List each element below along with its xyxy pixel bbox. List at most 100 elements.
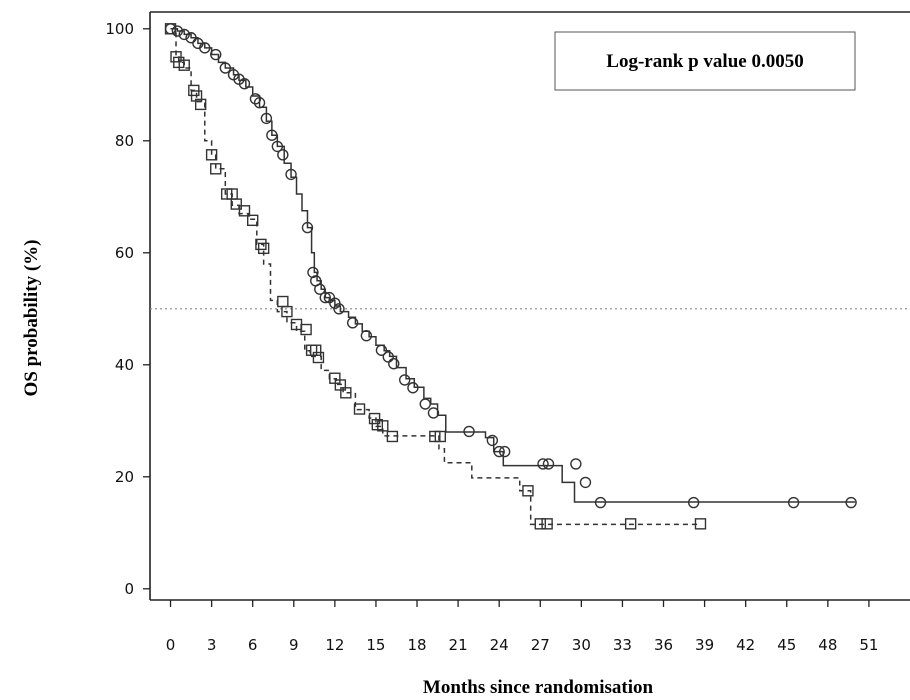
x-tick-label: 51 bbox=[859, 636, 878, 654]
series-1-point bbox=[178, 28, 190, 41]
x-tick-label: 21 bbox=[449, 636, 468, 654]
logrank-annotation: Log-rank p value 0.0050 bbox=[606, 51, 803, 72]
series-2-point bbox=[277, 295, 289, 308]
x-tick-label: 6 bbox=[248, 636, 258, 654]
series-1-point bbox=[210, 48, 222, 61]
series-1-point bbox=[253, 97, 266, 109]
series-group bbox=[164, 23, 857, 530]
series-2-point bbox=[541, 518, 553, 530]
x-tick-label: 42 bbox=[736, 636, 755, 654]
series-1-point bbox=[260, 112, 273, 125]
series-2-point bbox=[377, 420, 389, 432]
series-2-point bbox=[340, 387, 352, 399]
x-tick-label: 0 bbox=[166, 636, 176, 654]
series-1-point bbox=[399, 374, 411, 386]
series-1-point bbox=[687, 496, 700, 509]
annotation-frame bbox=[554, 31, 856, 91]
series-1-point bbox=[407, 382, 419, 394]
series-2-point bbox=[247, 214, 259, 227]
x-tick-label: 24 bbox=[490, 636, 509, 654]
series-1-point bbox=[382, 351, 394, 363]
series-1-point bbox=[388, 357, 400, 370]
series-1-point bbox=[249, 93, 262, 105]
x-tick-label: 36 bbox=[654, 636, 673, 654]
y-axis-title: OS probability (%) bbox=[21, 240, 42, 397]
series-1-point bbox=[537, 458, 549, 470]
series-1-point bbox=[570, 458, 582, 470]
series-2-point bbox=[257, 242, 270, 255]
series-1-point bbox=[238, 77, 251, 90]
series-2-point bbox=[194, 98, 207, 111]
series-1-point bbox=[314, 283, 326, 295]
series-1-point bbox=[271, 140, 284, 153]
series-2-point bbox=[309, 344, 322, 356]
series-1-point bbox=[266, 129, 278, 141]
series-2-point bbox=[230, 198, 242, 210]
x-tick-label: 12 bbox=[325, 636, 344, 654]
series-1-point bbox=[301, 221, 314, 234]
series-1-line bbox=[170, 28, 856, 503]
series-1-point bbox=[277, 149, 289, 161]
series-1-point bbox=[319, 291, 331, 304]
series-1-point bbox=[463, 425, 475, 438]
series-2-point bbox=[522, 485, 534, 497]
x-tick-label: 3 bbox=[207, 636, 217, 654]
x-tick-label: 18 bbox=[407, 636, 426, 654]
x-tick-label: 15 bbox=[366, 636, 385, 654]
plot-area bbox=[149, 11, 910, 601]
series-2-point bbox=[534, 518, 546, 530]
series-1-point bbox=[346, 317, 359, 329]
series-2-point bbox=[190, 90, 203, 102]
series-1-point bbox=[579, 476, 592, 489]
series-2-line bbox=[170, 28, 698, 526]
x-tick-label: 30 bbox=[572, 636, 591, 654]
series-1-point bbox=[427, 407, 440, 419]
y-tick-label: 20 bbox=[115, 468, 134, 486]
series-2-point bbox=[353, 403, 366, 415]
series-1-point bbox=[845, 496, 857, 509]
series-1-point bbox=[594, 496, 607, 509]
series-2-point bbox=[368, 412, 381, 425]
x-axis-title: Months since randomisation bbox=[423, 677, 654, 698]
y-tick-label: 0 bbox=[124, 580, 134, 598]
annotation-box: Log-rank p value 0.0050 bbox=[554, 31, 856, 91]
y-tick-label: 100 bbox=[105, 20, 134, 38]
series-1-point bbox=[333, 303, 345, 315]
series-2-point bbox=[624, 518, 637, 530]
series-2-point bbox=[694, 518, 707, 530]
series-1-point bbox=[360, 329, 373, 342]
x-tick-label: 39 bbox=[695, 636, 714, 654]
series-1-point bbox=[787, 496, 800, 509]
series-1-point bbox=[199, 42, 211, 54]
y-tick-label: 60 bbox=[115, 244, 134, 262]
series-1-point bbox=[375, 344, 388, 356]
series-2-point bbox=[386, 430, 399, 443]
x-tick-group: 0 3 6 9 12 15 18 21 24 27 30 33 36 39 42 45 48 51 bbox=[166, 600, 878, 654]
x-tick-label: 45 bbox=[777, 636, 796, 654]
series-1-point bbox=[185, 32, 197, 44]
x-tick-label: 48 bbox=[818, 636, 837, 654]
series-2-point bbox=[210, 163, 222, 175]
series-2-point bbox=[205, 149, 218, 161]
x-tick-label: 27 bbox=[531, 636, 550, 654]
series-1-point bbox=[498, 445, 511, 458]
series-1-point bbox=[171, 25, 184, 37]
y-tick-label: 80 bbox=[115, 132, 134, 150]
series-2-point bbox=[178, 59, 190, 71]
y-tick-group: 0 20 40 60 80 100 bbox=[105, 20, 150, 598]
series-2-point bbox=[434, 430, 447, 443]
series-1-point bbox=[542, 458, 555, 470]
series-1-point bbox=[493, 445, 505, 458]
series-2-point bbox=[238, 205, 251, 217]
series-2-point bbox=[300, 323, 312, 336]
x-tick-label: 9 bbox=[289, 636, 299, 654]
x-tick-label: 33 bbox=[613, 636, 632, 654]
series-2-point bbox=[255, 238, 267, 251]
y-tick-label: 40 bbox=[115, 356, 134, 374]
series-1-point bbox=[419, 398, 431, 410]
series-1-point bbox=[219, 62, 232, 74]
series-2-point bbox=[312, 351, 325, 364]
series-1-point bbox=[486, 434, 499, 447]
series-2-point bbox=[281, 305, 293, 318]
